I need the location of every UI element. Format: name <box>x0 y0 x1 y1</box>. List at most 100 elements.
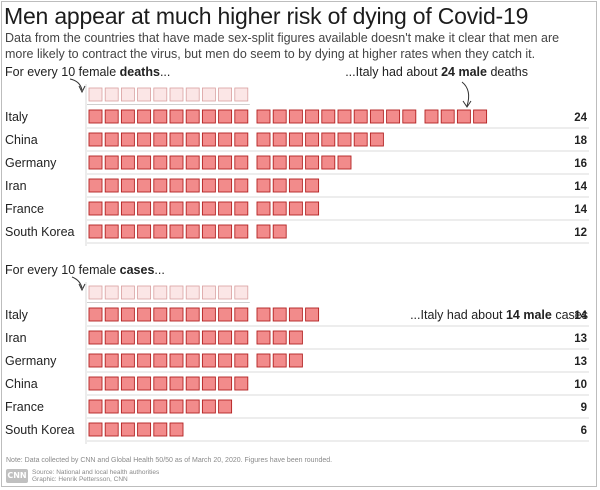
male-unit-square <box>185 330 200 345</box>
male-unit-square <box>153 422 168 437</box>
male-unit-square <box>234 224 249 239</box>
category-label: France <box>5 202 44 216</box>
male-unit-square <box>218 399 233 414</box>
male-unit-square <box>137 376 152 391</box>
male-unit-square <box>185 109 200 124</box>
male-unit-square <box>88 109 103 124</box>
male-unit-square <box>456 109 471 124</box>
category-label: China <box>5 133 38 147</box>
cnn-logo: CNN <box>6 469 28 483</box>
male-unit-square <box>185 224 200 239</box>
chart-title: Men appear at much higher risk of dying … <box>4 3 529 29</box>
female-unit-square <box>218 285 233 300</box>
male-unit-square <box>104 132 119 147</box>
value-label: 18 <box>574 135 587 147</box>
intro-text-0: For every 10 female deaths... <box>5 65 170 79</box>
category-label: Iran <box>5 179 27 193</box>
male-unit-square <box>153 224 168 239</box>
male-unit-square <box>104 353 119 368</box>
male-unit-square <box>104 178 119 193</box>
male-unit-square <box>337 109 352 124</box>
male-unit-square <box>288 353 303 368</box>
male-unit-square <box>137 201 152 216</box>
deaths-intro-arrowhead <box>78 85 86 94</box>
male-unit-square <box>169 109 184 124</box>
male-unit-square <box>185 201 200 216</box>
male-unit-square <box>120 155 135 170</box>
male-unit-square <box>104 307 119 322</box>
female-unit-square <box>121 87 135 102</box>
male-unit-square <box>234 178 249 193</box>
male-unit-square <box>104 330 119 345</box>
male-unit-square <box>218 330 233 345</box>
value-label: 14 <box>574 181 587 193</box>
male-unit-square <box>120 132 135 147</box>
category-label: China <box>5 377 38 391</box>
female-unit-square <box>88 87 103 102</box>
male-unit-square <box>137 178 152 193</box>
female-unit-square <box>104 285 119 300</box>
male-unit-square <box>288 307 303 322</box>
male-unit-square <box>305 132 320 147</box>
male-unit-square <box>288 330 303 345</box>
male-unit-square <box>137 109 152 124</box>
male-unit-square <box>185 399 200 414</box>
male-unit-square <box>137 422 152 437</box>
male-unit-square <box>218 376 233 391</box>
male-unit-square <box>120 376 135 391</box>
male-unit-square <box>201 201 216 216</box>
male-unit-square <box>272 155 287 170</box>
male-unit-square <box>88 155 103 170</box>
male-unit-square <box>234 353 249 368</box>
footnote: Note: Data collected by CNN and Global H… <box>6 457 333 464</box>
category-label: Italy <box>5 110 29 124</box>
male-unit-square <box>218 109 233 124</box>
cases-intro-arrow <box>71 276 83 289</box>
female-unit-square <box>234 87 249 102</box>
male-unit-square <box>256 155 271 170</box>
male-unit-square <box>256 307 271 322</box>
male-unit-square <box>104 109 119 124</box>
value-label: 6 <box>581 425 587 437</box>
male-unit-square <box>201 109 216 124</box>
male-unit-square <box>256 178 271 193</box>
male-unit-square <box>402 109 417 124</box>
male-unit-square <box>201 330 216 345</box>
male-unit-square <box>201 155 216 170</box>
male-unit-square <box>218 201 233 216</box>
male-unit-square <box>272 178 287 193</box>
value-label: 12 <box>574 227 587 239</box>
male-unit-square <box>88 422 103 437</box>
male-unit-square <box>201 132 216 147</box>
male-unit-square <box>137 307 152 322</box>
deaths-callout-arrowhead <box>462 100 472 108</box>
male-unit-square <box>201 399 216 414</box>
male-unit-square <box>120 109 135 124</box>
male-unit-square <box>185 132 200 147</box>
male-unit-square <box>104 201 119 216</box>
category-label: France <box>5 400 44 414</box>
male-unit-square <box>153 155 168 170</box>
male-unit-square <box>272 201 287 216</box>
female-unit-square <box>201 285 216 300</box>
male-unit-square <box>218 353 233 368</box>
deaths-intro-arrow <box>69 78 83 91</box>
male-unit-square <box>169 307 184 322</box>
male-unit-square <box>440 109 455 124</box>
male-unit-square <box>88 376 103 391</box>
male-unit-square <box>120 353 135 368</box>
deaths-callout: ...Italy had about 24 male deaths <box>345 65 528 79</box>
male-unit-square <box>272 307 287 322</box>
male-unit-square <box>201 178 216 193</box>
male-unit-square <box>104 376 119 391</box>
male-unit-square <box>88 330 103 345</box>
male-unit-square <box>288 132 303 147</box>
value-label: 14 <box>574 310 587 322</box>
male-unit-square <box>321 132 336 147</box>
graphic-credit-line: Graphic: Henrik Pettersson, CNN <box>32 476 128 483</box>
male-unit-square <box>305 307 320 322</box>
male-unit-square <box>169 353 184 368</box>
male-unit-square <box>185 178 200 193</box>
female-unit-square <box>185 87 200 102</box>
male-unit-square <box>169 201 184 216</box>
